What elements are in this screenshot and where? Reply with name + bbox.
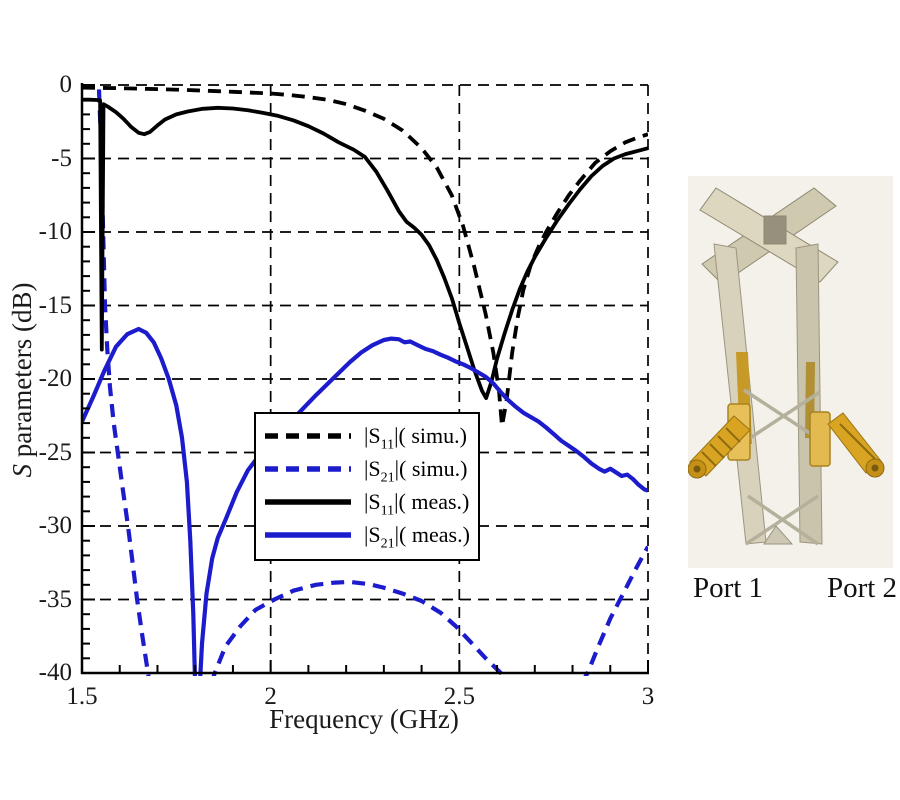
legend-line-sample — [265, 498, 351, 505]
antenna-feed-block — [763, 215, 787, 245]
y-tick-label: -25 — [38, 438, 72, 466]
antenna-base-bracket — [763, 525, 794, 545]
sma-connector-right — [809, 411, 885, 478]
legend-label: |S11|( meas.) — [364, 488, 470, 518]
y-tick-label: -5 — [51, 144, 72, 172]
x-tick-label: 2 — [264, 683, 277, 710]
sma-connector-left — [688, 403, 751, 479]
tick-marks — [81, 84, 649, 674]
legend-item-S21-simulated: |S21|( simu.) — [256, 452, 478, 485]
curve-S11-simulated — [82, 85, 648, 428]
x-tick-label: 1.5 — [66, 683, 98, 710]
axes — [80, 83, 649, 675]
port-1-label: Port 1 — [692, 572, 764, 604]
y-tick-label: -35 — [38, 585, 72, 613]
x-tick-label: 2.5 — [443, 683, 475, 710]
port-2-label: Port 2 — [826, 572, 898, 604]
y-tick-label: -10 — [38, 218, 72, 245]
y-axis-title-italic: S — [7, 463, 37, 478]
curves — [82, 85, 648, 676]
crossed-wires-upper — [743, 388, 821, 444]
grid-lines — [82, 84, 649, 673]
antenna-photo — [688, 176, 893, 568]
legend-item-S21-measured: |S21|( meas.) — [256, 518, 478, 551]
crossed-wires-lower — [745, 494, 819, 546]
y-tick-label: -20 — [38, 365, 72, 392]
y-tick-label: -30 — [38, 512, 72, 539]
legend-item-S11-simulated: |S11|( simu.) — [256, 419, 478, 452]
y-tick-label: -15 — [38, 291, 72, 319]
x-axis-title: Frequency (GHz) — [269, 704, 459, 734]
curve-S21-simulated — [96, 89, 648, 676]
curve-S21-measured — [82, 326, 648, 676]
legend-label: |S21|( simu.) — [364, 455, 468, 485]
y-tick-label: -40 — [38, 659, 72, 686]
x-tick-label: 3 — [641, 683, 655, 710]
y-tick-label: 0 — [59, 71, 73, 98]
legend-item-S11-measured: |S11|( meas.) — [256, 485, 478, 518]
curve-S11-measured — [82, 97, 648, 401]
y-axis-title-rest: parameters (dB) — [7, 282, 37, 464]
legend-line-sample — [265, 465, 351, 472]
legend-line-sample — [265, 432, 351, 439]
chart-legend: |S11|( simu.) |S21|( simu.) |S11|( meas.) |… — [254, 412, 480, 561]
legend-line-sample — [265, 531, 351, 538]
legend-label: |S11|( simu.) — [364, 422, 467, 452]
legend-label: |S21|( meas.) — [364, 521, 470, 551]
y-axis-title: S parameters (dB) — [7, 210, 41, 550]
